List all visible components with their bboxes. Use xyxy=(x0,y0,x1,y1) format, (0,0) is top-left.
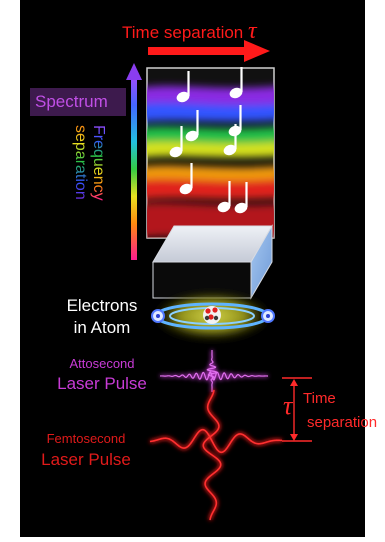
nucleus-icon xyxy=(203,306,221,324)
band-yellow xyxy=(147,141,274,158)
time-separation-label: Time separation xyxy=(122,23,244,42)
time-separation-title: Time separation τ xyxy=(122,19,257,43)
spectrum-arrow xyxy=(126,63,142,260)
in-atom-line: in Atom xyxy=(73,318,131,338)
time-arrow xyxy=(148,40,270,62)
attosecond-line: Attosecond xyxy=(69,356,135,371)
femtosecond-label: Femtosecond Laser Pulse xyxy=(24,432,148,468)
atto-laser-pulse-line: Laser Pulse xyxy=(57,374,147,393)
time-label-right: Time xyxy=(303,390,336,407)
spectrum-label: Spectrum xyxy=(35,92,108,111)
separation-label: separation xyxy=(72,125,89,200)
tau-symbol-right: τ xyxy=(283,391,293,420)
tau-symbol: τ xyxy=(248,18,257,44)
frequency-label: Frequency xyxy=(90,125,107,201)
band-red xyxy=(147,178,274,200)
prism-icon xyxy=(152,224,273,300)
electrons-line: Electrons xyxy=(66,296,138,315)
frequency-word: Frequency xyxy=(90,125,107,201)
music-notes xyxy=(169,67,248,214)
spectrum-label-box xyxy=(30,88,126,116)
femto-laser-pulse-line: Laser Pulse xyxy=(41,450,131,469)
separation-label-right: separation xyxy=(307,414,378,431)
femtosecond-pulse xyxy=(149,389,283,521)
time-separation-bracket xyxy=(282,377,312,442)
electron-icon xyxy=(151,309,165,323)
electron-icon xyxy=(261,309,275,323)
electrons-in-atom-label: Electrons in Atom xyxy=(49,295,155,339)
band-blue xyxy=(147,102,274,122)
atom-graphic xyxy=(150,290,275,342)
attosecond-label: Attosecond Laser Pulse xyxy=(40,357,164,392)
attosecond-pulse xyxy=(159,350,269,392)
band-green xyxy=(147,126,274,146)
femtosecond-line: Femtosecond xyxy=(46,431,126,446)
separation-word: separation xyxy=(72,125,89,200)
